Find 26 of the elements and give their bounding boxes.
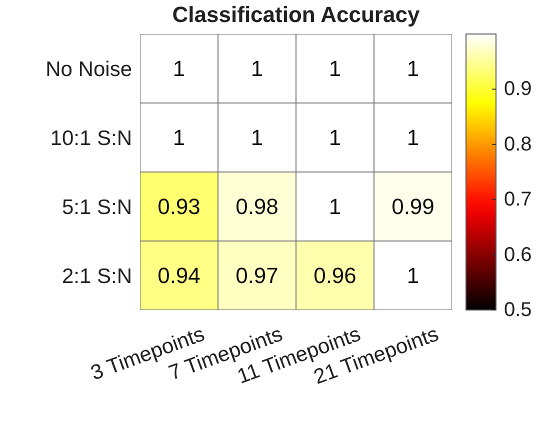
- y-tick-label: 2:1 S:N: [62, 264, 132, 288]
- data-label: 1: [172, 125, 186, 150]
- data-label: 0.99: [392, 194, 434, 219]
- data-label: 0.93: [158, 194, 200, 219]
- color-bar-label: 0.9: [504, 78, 532, 100]
- data-label: 1: [172, 56, 186, 81]
- data-label: 1: [406, 125, 420, 150]
- data-label: 1: [250, 56, 264, 81]
- data-label: 0.94: [158, 263, 200, 288]
- data-label: 0.98: [236, 194, 278, 219]
- data-label: 1: [406, 263, 420, 288]
- color-bar-label: 0.8: [504, 133, 532, 156]
- color-bar-label: 0.6: [504, 244, 532, 266]
- data-label: 1: [328, 194, 342, 219]
- data-label: 1: [250, 125, 264, 150]
- y-tick-label: 5:1 S:N: [62, 196, 132, 219]
- data-label: 0.96: [314, 263, 356, 288]
- data-label: 1: [328, 125, 342, 150]
- chart-title: Classification Accuracy: [171, 2, 421, 28]
- data-label: 1: [328, 56, 342, 81]
- color-bar-label: 0.5: [504, 299, 532, 321]
- y-tick-label: 10:1 S:N: [50, 126, 132, 150]
- y-tick-label: No Noise: [46, 58, 132, 81]
- data-label: 0.97: [236, 263, 278, 288]
- data-label: 1: [406, 56, 420, 81]
- color-bar-label: 0.7: [504, 188, 532, 211]
